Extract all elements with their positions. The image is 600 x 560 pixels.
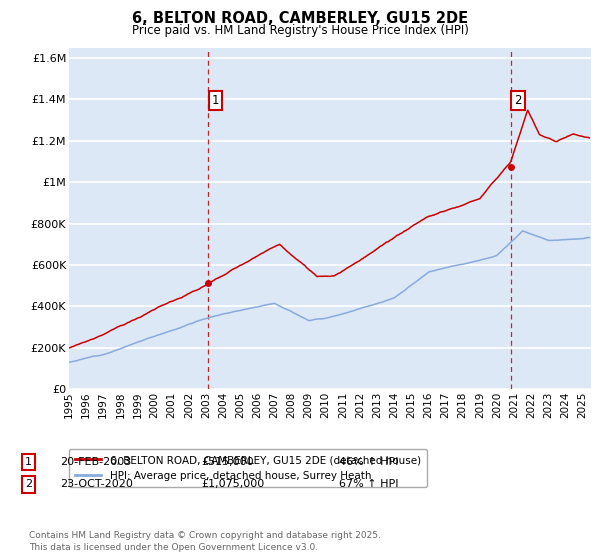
Text: 67% ↑ HPI: 67% ↑ HPI xyxy=(339,479,398,489)
Text: £1,075,000: £1,075,000 xyxy=(201,479,264,489)
Text: 2: 2 xyxy=(514,94,521,107)
Text: 20-FEB-2003: 20-FEB-2003 xyxy=(60,457,131,467)
Text: £515,000: £515,000 xyxy=(201,457,254,467)
Legend: 6, BELTON ROAD, CAMBERLEY, GU15 2DE (detached house), HPI: Average price, detach: 6, BELTON ROAD, CAMBERLEY, GU15 2DE (det… xyxy=(69,449,427,487)
Text: 46% ↑ HPI: 46% ↑ HPI xyxy=(339,457,398,467)
Text: 1: 1 xyxy=(25,457,32,467)
Text: 1: 1 xyxy=(212,94,219,107)
Text: Contains HM Land Registry data © Crown copyright and database right 2025.
This d: Contains HM Land Registry data © Crown c… xyxy=(29,531,380,552)
Text: 2: 2 xyxy=(25,479,32,489)
Text: Price paid vs. HM Land Registry's House Price Index (HPI): Price paid vs. HM Land Registry's House … xyxy=(131,24,469,36)
Text: 6, BELTON ROAD, CAMBERLEY, GU15 2DE: 6, BELTON ROAD, CAMBERLEY, GU15 2DE xyxy=(132,11,468,26)
Text: 23-OCT-2020: 23-OCT-2020 xyxy=(60,479,133,489)
